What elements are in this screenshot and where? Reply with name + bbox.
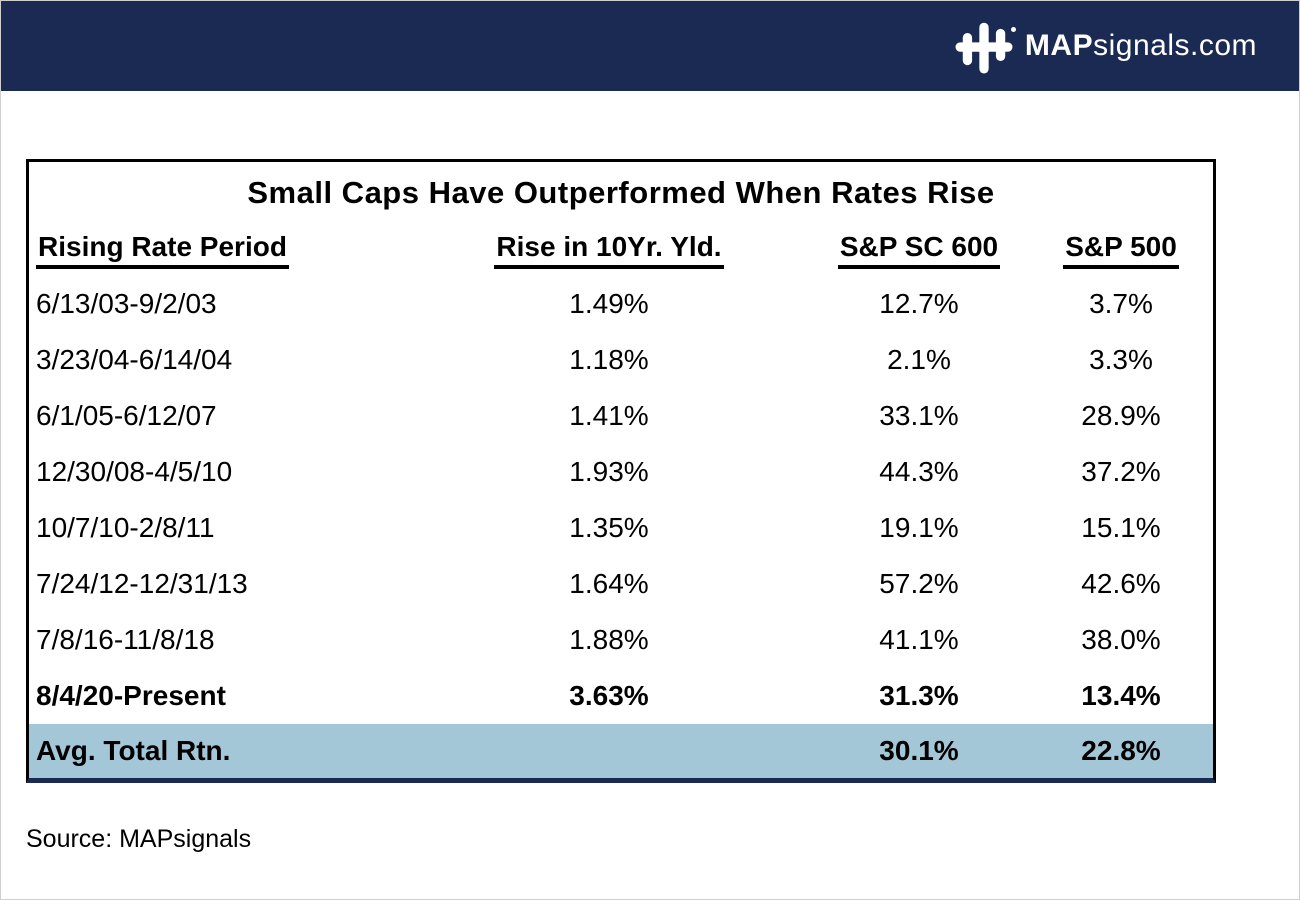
cell-period: 7/8/16-11/8/18 [36,624,215,655]
table-row: 6/1/05-6/12/07 1.41% 33.1% 28.9% [29,388,1213,444]
content-area: Small Caps Have Outperformed When Rates … [1,91,1299,854]
cell-sp500: 13.4% [1081,680,1161,711]
rates-table: Small Caps Have Outperformed When Rates … [26,159,1216,783]
cell-sc600: 12.7% [879,288,959,319]
column-header-sc600-label: S&P SC 600 [837,231,1001,269]
logo-text: MAPsignals.com [1025,29,1257,63]
cell-yield: 1.64% [569,568,649,599]
cell-yield: 1.49% [569,288,649,319]
table-row: 3/23/04-6/14/04 1.18% 2.1% 3.3% [29,332,1213,388]
cell-yield: 1.93% [569,456,649,487]
column-header-period-label: Rising Rate Period [36,231,289,269]
cell-period: 6/13/03-9/2/03 [36,288,217,319]
cell-sp500: 3.3% [1089,344,1153,375]
cell-period: 6/1/05-6/12/07 [36,400,217,431]
cell-period: 7/24/12-12/31/13 [36,568,248,599]
cell-period: 12/30/08-4/5/10 [36,456,233,487]
logo-text-bold: MAP [1024,29,1094,62]
cell-period: 10/7/10-2/8/11 [36,512,215,543]
table-row: 10/7/10-2/8/11 1.35% 19.1% 15.1% [29,500,1213,556]
logo-text-light: signals.com [1093,29,1257,62]
source-note: Source: MAPsignals [26,825,252,853]
summary-label: Avg. Total Rtn. [36,735,231,766]
table-row: 12/30/08-4/5/10 1.93% 44.3% 37.2% [29,444,1213,500]
cell-sp500: 37.2% [1081,456,1161,487]
cell-sp500: 28.9% [1081,400,1161,431]
mapsignals-logo: MAPsignals.com [955,17,1257,75]
cell-period: 8/4/20-Present [36,680,226,711]
cell-yield: 1.18% [569,344,649,375]
cell-period: 3/23/04-6/14/04 [36,344,233,375]
table-row: 6/13/03-9/2/03 1.49% 12.7% 3.7% [29,276,1213,332]
cell-sc600: 19.1% [879,512,959,543]
cell-sc600: 44.3% [879,456,959,487]
table-row-current-period: 8/4/20-Present 3.63% 31.3% 13.4% [29,668,1213,724]
summary-sc600: 30.1% [879,735,959,766]
cell-yield: 1.88% [569,624,649,655]
cell-sp500: 42.6% [1081,568,1161,599]
column-header-period: Rising Rate Period [29,231,409,269]
column-header-sp500-label: S&P 500 [1063,231,1179,269]
cell-sc600: 41.1% [879,624,959,655]
cell-yield: 1.35% [569,512,649,543]
cell-yield: 3.63% [569,680,649,711]
column-header-sc600: S&P SC 600 [809,231,1029,269]
cell-sp500: 3.7% [1089,288,1153,319]
table-row: 7/8/16-11/8/18 1.88% 41.1% 38.0% [29,612,1213,668]
column-header-yield: Rise in 10Yr. Yld. [409,231,809,269]
table-row: 7/24/12-12/31/13 1.64% 57.2% 42.6% [29,556,1213,612]
cell-sc600: 57.2% [879,568,959,599]
cell-sc600: 31.3% [879,680,959,711]
top-banner: MAPsignals.com [1,1,1299,91]
trademark-dot [1010,27,1016,32]
column-header-sp500: S&P 500 [1029,231,1213,269]
summary-sp500: 22.8% [1081,735,1161,766]
column-header-yield-label: Rise in 10Yr. Yld. [494,231,724,269]
table-title: Small Caps Have Outperformed When Rates … [247,175,995,210]
mapsignals-logo-icon [955,22,1013,74]
cell-sc600: 2.1% [887,344,951,375]
cell-yield: 1.41% [569,400,649,431]
table-summary-row: Avg. Total Rtn. 30.1% 22.8% [29,724,1213,778]
table-header-row: Rising Rate Period Rise in 10Yr. Yld. S&… [29,224,1213,276]
cell-sp500: 15.1% [1081,512,1161,543]
cell-sc600: 33.1% [879,400,959,431]
cell-sp500: 38.0% [1081,624,1161,655]
